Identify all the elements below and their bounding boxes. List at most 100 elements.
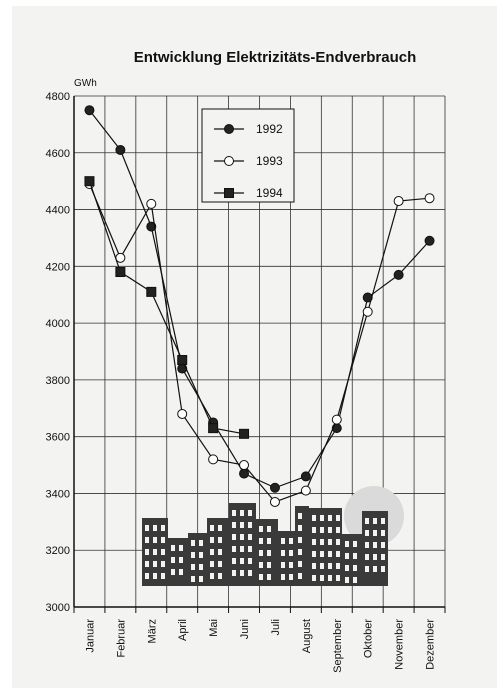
x-tick-labels: Januar Februar März April Mai Juni Juli August S… <box>84 619 436 673</box>
data-point-1993 <box>362 306 373 317</box>
y-tick-label: 3200 <box>46 545 70 557</box>
window-shape <box>289 538 293 544</box>
window-shape <box>336 575 340 581</box>
x-tick-label: Juli <box>270 619 282 636</box>
window-shape <box>179 569 183 575</box>
window-shape <box>199 552 203 558</box>
window-shape <box>320 515 324 521</box>
chart-title: Entwicklung Elektrizitäts-Endverbrauch <box>134 49 417 66</box>
series-line-1993 <box>88 183 430 503</box>
window-shape <box>161 537 165 543</box>
window-shape <box>232 546 236 552</box>
window-shape <box>267 550 271 556</box>
window-shape <box>320 539 324 545</box>
data-point-1993 <box>424 193 435 204</box>
window-shape <box>267 538 271 544</box>
window-shape <box>191 564 195 570</box>
data-point-1992 <box>115 144 126 155</box>
window-shape <box>161 525 165 531</box>
data-point-1993 <box>177 408 188 419</box>
window-shape <box>248 570 252 576</box>
window-shape <box>171 569 175 575</box>
data-point-1994 <box>177 355 188 366</box>
window-shape <box>240 570 244 576</box>
building-shape <box>278 531 295 586</box>
window-shape <box>199 576 203 582</box>
window-shape <box>191 552 195 558</box>
window-shape <box>267 562 271 568</box>
legend-label-1993: 1993 <box>256 154 283 168</box>
window-shape <box>161 573 165 579</box>
window-shape <box>179 557 183 563</box>
window-shape <box>312 575 316 581</box>
series-line-1994 <box>88 180 245 435</box>
window-shape <box>381 518 385 524</box>
x-tick-label: Februar <box>115 619 127 658</box>
legend-marker-1994 <box>224 188 234 198</box>
window-shape <box>336 563 340 569</box>
y-tick-label: 3800 <box>46 375 70 387</box>
window-shape <box>267 574 271 580</box>
window-shape <box>281 562 285 568</box>
data-point-1992 <box>300 471 311 482</box>
window-shape <box>336 527 340 533</box>
window-shape <box>320 575 324 581</box>
y-tick-label: 4000 <box>46 318 70 330</box>
window-shape <box>153 573 157 579</box>
window-shape <box>259 538 263 544</box>
window-shape <box>240 534 244 540</box>
window-shape <box>259 526 263 532</box>
window-shape <box>298 525 302 531</box>
data-point-1992 <box>239 468 250 479</box>
window-shape <box>320 551 324 557</box>
window-shape <box>145 573 149 579</box>
window-shape <box>381 566 385 572</box>
window-shape <box>153 561 157 567</box>
window-shape <box>210 525 214 531</box>
data-point-1993 <box>300 485 311 496</box>
window-shape <box>248 522 252 528</box>
window-shape <box>312 515 316 521</box>
window-shape <box>320 563 324 569</box>
window-shape <box>210 561 214 567</box>
window-shape <box>232 558 236 564</box>
window-shape <box>145 561 149 567</box>
window-shape <box>381 542 385 548</box>
window-shape <box>320 527 324 533</box>
x-tick-label: Juni <box>239 619 251 639</box>
data-point-1992 <box>177 363 188 374</box>
window-shape <box>191 576 195 582</box>
x-tick-label: November <box>394 619 406 670</box>
window-shape <box>373 554 377 560</box>
data-point-1994 <box>239 428 250 439</box>
window-shape <box>210 537 214 543</box>
data-point-1992 <box>269 482 280 493</box>
window-shape <box>328 563 332 569</box>
window-shape <box>298 549 302 555</box>
window-shape <box>232 570 236 576</box>
window-shape <box>312 551 316 557</box>
data-point-1993 <box>208 454 219 465</box>
window-shape <box>373 530 377 536</box>
y-tick-labels: 3000 3200 3400 3600 3800 4000 4200 4400 4600 4800 <box>46 91 70 614</box>
window-shape <box>199 564 203 570</box>
series-lines <box>84 105 435 507</box>
x-tick-label: August <box>301 619 313 653</box>
data-point-1992 <box>146 221 157 232</box>
window-shape <box>210 573 214 579</box>
window-shape <box>345 541 349 547</box>
window-shape <box>298 561 302 567</box>
x-tick-label: September <box>332 619 344 673</box>
window-shape <box>289 574 293 580</box>
window-shape <box>365 566 369 572</box>
window-shape <box>171 557 175 563</box>
window-shape <box>171 545 175 551</box>
window-shape <box>240 546 244 552</box>
data-point-1994 <box>208 423 219 434</box>
window-shape <box>365 530 369 536</box>
x-tick-label: Dezember <box>425 619 437 670</box>
window-shape <box>218 525 222 531</box>
window-shape <box>153 537 157 543</box>
data-point-1993 <box>239 460 250 471</box>
y-tick-label: 3600 <box>46 432 70 444</box>
